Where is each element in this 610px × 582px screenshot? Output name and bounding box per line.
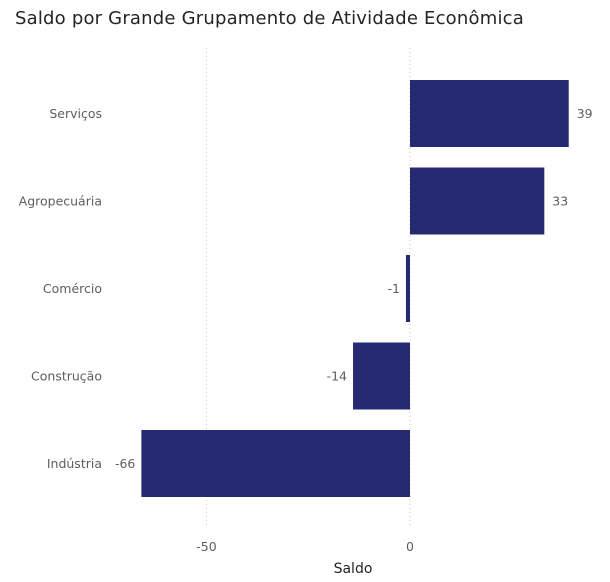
- bar[interactable]: [353, 342, 410, 410]
- category-label: Serviços: [49, 106, 102, 121]
- bar[interactable]: [410, 167, 545, 235]
- category-label: Agropecuária: [19, 194, 102, 209]
- bar[interactable]: [141, 430, 410, 497]
- x-axis-ticks: -50 0: [196, 539, 414, 554]
- category-label: Indústria: [47, 456, 102, 471]
- category-label: Comércio: [43, 281, 102, 296]
- x-axis-title: Saldo: [334, 561, 373, 577]
- bars: [141, 80, 569, 497]
- bar[interactable]: [405, 255, 410, 322]
- category-label: Construção: [31, 369, 102, 384]
- data-label: 39: [577, 106, 593, 121]
- data-label: -14: [327, 369, 347, 384]
- data-label: -66: [115, 456, 135, 471]
- category-labels: Serviços Agropecuária Comércio Construção In…: [19, 106, 102, 471]
- x-tick-label: -50: [196, 539, 216, 554]
- data-label: -1: [387, 281, 399, 296]
- x-tick-label: 0: [406, 539, 414, 554]
- bar[interactable]: [410, 80, 569, 147]
- data-label: 33: [552, 194, 568, 209]
- data-labels: 39 33 -1 -14 -66: [115, 106, 593, 471]
- chart-title: Saldo por Grande Grupamento de Atividade…: [15, 8, 524, 29]
